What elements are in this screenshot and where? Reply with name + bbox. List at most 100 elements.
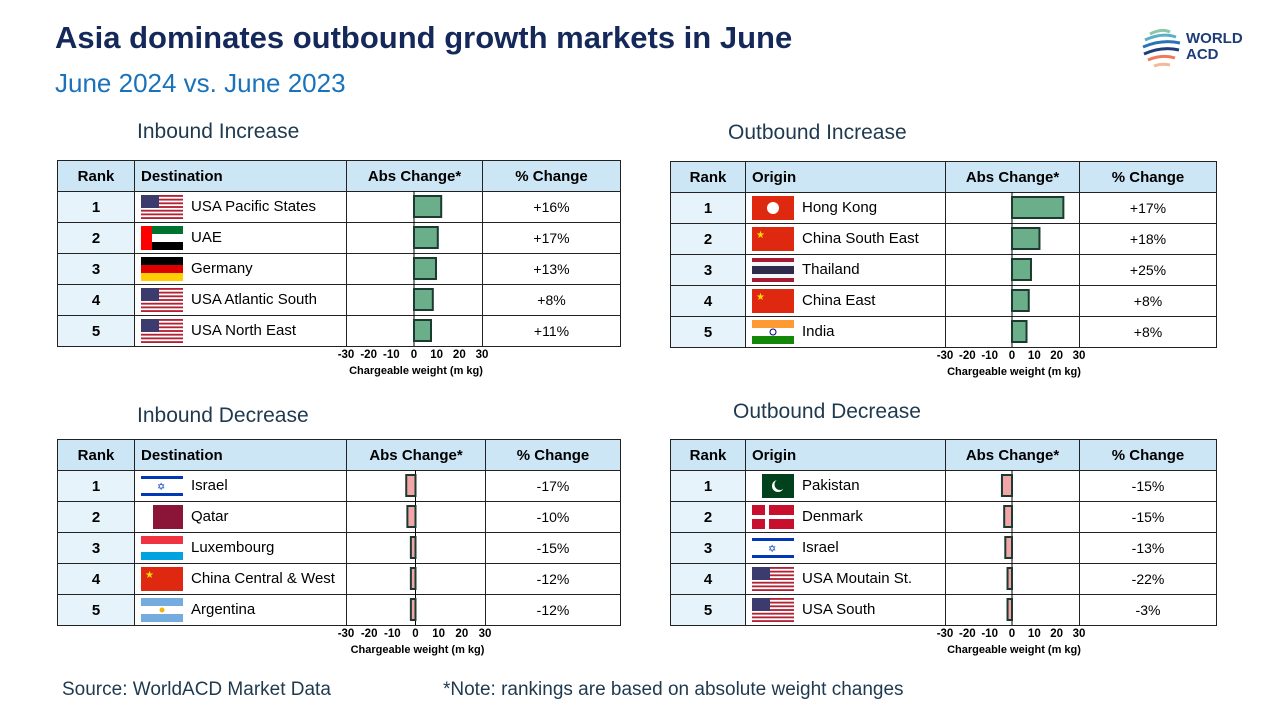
outbound-decrease-bars (1000, 470, 1014, 625)
ranking-note: *Note: rankings are based on absolute we… (443, 679, 904, 700)
location-cell: Qatar (134, 501, 347, 533)
location-cell: Denmark (745, 501, 946, 533)
x-tick-label: 0 (412, 628, 419, 640)
logo-text: WORLD ACD (1186, 30, 1243, 63)
column-header: % Change (1079, 161, 1217, 193)
location-cell: India (745, 316, 946, 348)
pct-change-cell: +17% (1079, 192, 1217, 224)
location-cell: Luxembourg (134, 532, 347, 564)
pct-change-cell: -15% (1079, 501, 1217, 533)
bar-2 (406, 505, 417, 528)
location-cell: ★ China South East (745, 223, 946, 255)
flag-lu-icon (141, 536, 183, 560)
rank-cell: 1 (670, 470, 746, 502)
location-name: Argentina (191, 600, 256, 618)
table-row: 3 Thailand +25% (670, 254, 1217, 286)
flag-de-icon (141, 257, 183, 281)
x-tick-label: 20 (1050, 350, 1064, 362)
pct-change-cell: +8% (1079, 316, 1217, 348)
column-header: Rank (57, 439, 135, 471)
location-name: Israel (802, 538, 839, 556)
x-tick-label: 10 (1027, 350, 1041, 362)
column-header: Rank (670, 439, 746, 471)
column-header: % Change (485, 439, 621, 471)
page-title: Asia dominates outbound growth markets i… (55, 20, 793, 55)
inbound-increase-table: Rank Destination Abs Change*% Change 1 USA … (57, 160, 621, 347)
table-row: 3 Luxembourg -15% (57, 532, 621, 564)
column-header: Origin (745, 161, 946, 193)
rank-cell: 2 (57, 222, 135, 254)
inbound-decrease-bars (405, 470, 417, 625)
location-name: Germany (191, 259, 253, 277)
location-cell: USA Atlantic South (134, 284, 347, 316)
x-tick-label: -30 (936, 628, 954, 640)
rank-cell: 5 (670, 594, 746, 626)
table-header: Rank Destination Abs Change*% Change (57, 439, 621, 471)
column-header: Rank (57, 160, 135, 192)
x-tick-label: 10 (432, 628, 446, 640)
x-axis-label: Chargeable weight (m kg) (947, 366, 1081, 378)
rank-cell: 1 (57, 191, 135, 223)
table-row: 5 India +8% (670, 316, 1217, 348)
location-name: India (802, 322, 835, 340)
flag-il-icon: ✡ (752, 536, 794, 560)
x-tick-label: -30 (337, 628, 355, 640)
bar-3 (409, 536, 417, 559)
location-cell: USA Moutain St. (745, 563, 946, 595)
location-name: USA South (802, 600, 876, 618)
pct-change-cell: -17% (485, 470, 621, 502)
location-cell: Germany (134, 253, 347, 285)
bar-3 (413, 257, 437, 280)
table-row: 5 Argentina -12% (57, 594, 621, 626)
x-tick-label: 0 (410, 349, 418, 361)
rank-cell: 1 (670, 192, 746, 224)
x-tick-label: -20 (360, 628, 378, 640)
flag-qa-icon (141, 505, 183, 529)
pct-change-cell: -15% (1079, 470, 1217, 502)
pct-change-cell: -10% (485, 501, 621, 533)
table-row: 2 ★ China South East +18% (670, 223, 1217, 255)
location-name: China South East (802, 229, 919, 247)
x-tick-label: -10 (383, 349, 400, 361)
pct-change-cell: -15% (485, 532, 621, 564)
bar-5 (409, 598, 417, 621)
outbound-increase-bars (1011, 192, 1065, 347)
table-row: 1 Hong Kong +17% (670, 192, 1217, 224)
flag-cn-icon: ★ (752, 289, 794, 313)
column-header: Destination (134, 439, 347, 471)
pct-change-cell: +8% (1079, 285, 1217, 317)
inbound-decrease-table: Rank Destination Abs Change*% Change 1 ✡ Isr… (57, 439, 621, 626)
location-name: USA Atlantic South (191, 290, 317, 308)
x-axis-label: Chargeable weight (m kg) (349, 365, 483, 377)
location-cell: USA North East (134, 315, 347, 347)
rank-cell: 2 (57, 501, 135, 533)
x-tick-label: 20 (1050, 628, 1064, 640)
svg-text:✡: ✡ (768, 544, 776, 555)
inbound-decrease-title: Inbound Decrease (137, 404, 309, 427)
table-row: 4 USA Moutain St. -22% (670, 563, 1217, 595)
svg-text:★: ★ (145, 570, 154, 581)
x-tick-label: -30 (337, 349, 355, 361)
location-cell: ✡ Israel (745, 532, 946, 564)
flag-us-icon (752, 598, 794, 622)
outbound-decrease-title: Outbound Decrease (733, 400, 921, 423)
svg-text:★: ★ (756, 230, 765, 241)
outbound-increase-table: Rank Origin Abs Change*% Change 1 Hong Kong… (670, 161, 1217, 348)
x-tick-label: -10 (981, 628, 998, 640)
flag-th-icon (752, 258, 794, 282)
bar-1 (405, 474, 417, 497)
outbound-decrease-table: Rank Origin Abs Change*% Change 1 Pakistan … (670, 439, 1217, 626)
rank-cell: 3 (57, 532, 135, 564)
pct-change-cell: +11% (482, 315, 621, 347)
x-tick-label: 30 (478, 628, 492, 640)
table-row: 3 Germany +13% (57, 253, 621, 285)
x-tick-label: 20 (455, 628, 469, 640)
rank-cell: 4 (57, 284, 135, 316)
pct-change-cell: +16% (482, 191, 621, 223)
x-tick-label: -10 (384, 628, 401, 640)
x-tick-label: 10 (430, 349, 444, 361)
x-axis-label: Chargeable weight (m kg) (947, 644, 1081, 656)
flag-pk-icon (752, 474, 794, 498)
bar-2 (413, 226, 439, 249)
location-name: Thailand (802, 260, 860, 278)
